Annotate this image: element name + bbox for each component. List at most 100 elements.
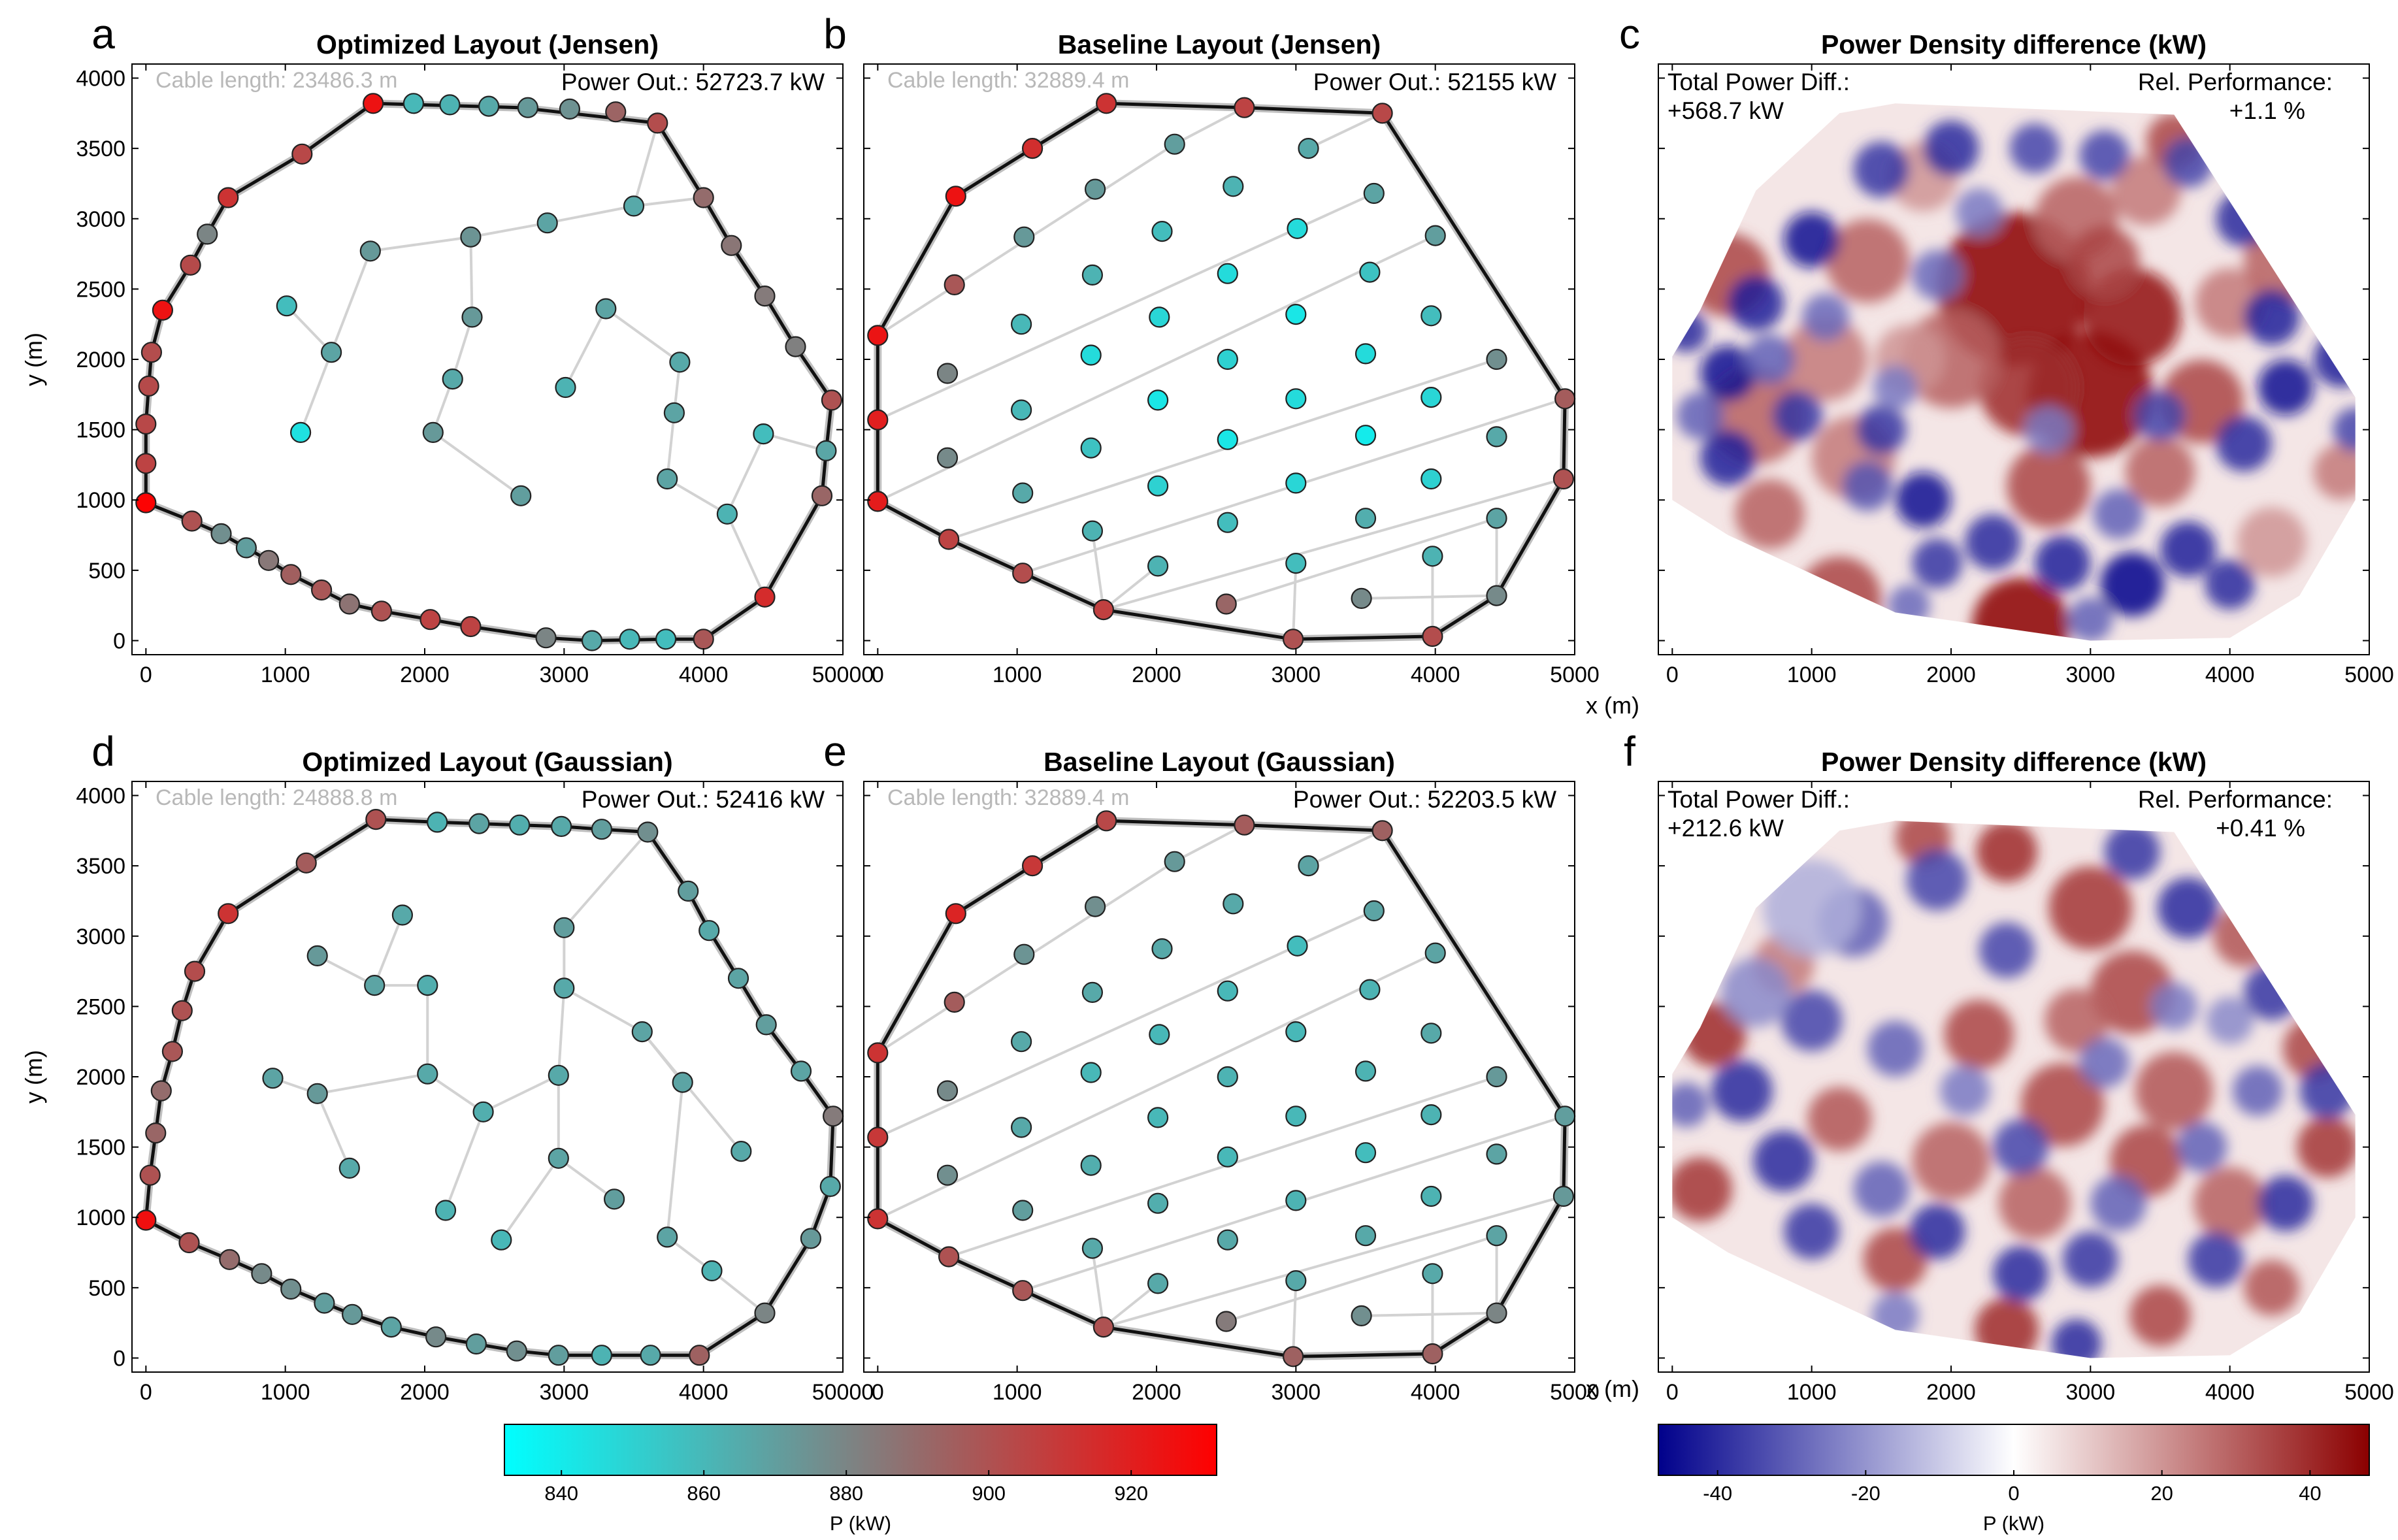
x-tick-label: 1000 (993, 1380, 1042, 1405)
turbine-marker (1285, 1190, 1307, 1211)
turbine-marker (1234, 97, 1255, 118)
heatmap-blob (1798, 556, 1882, 640)
turbine-marker (716, 503, 738, 525)
turbine-marker (135, 413, 157, 435)
heatmap-blob (2079, 130, 2130, 181)
turbine-marker (178, 1232, 200, 1254)
turbine-marker (262, 1068, 284, 1089)
turbine-marker (1421, 1023, 1442, 1044)
internal-cable (299, 352, 333, 433)
turbine-marker (1013, 943, 1035, 965)
turbine-marker (311, 579, 333, 601)
heatmap-blob (2035, 535, 2091, 591)
turbine-marker (235, 537, 257, 559)
turbine-marker (1217, 980, 1238, 1002)
turbine-marker (1424, 942, 1446, 964)
turbine-marker (1010, 399, 1032, 421)
turbine-marker (754, 1302, 776, 1324)
turbine-marker (364, 974, 386, 996)
turbine-marker (822, 1106, 844, 1127)
x-tick-label: 3000 (1272, 1380, 1321, 1405)
heatmap-blob (2125, 436, 2195, 507)
x-tick-label: 3000 (540, 663, 589, 687)
turbine-marker (460, 226, 482, 248)
total-power-diff-label: Total Power Diff.: (1667, 786, 1850, 813)
turbine-marker (314, 1292, 335, 1314)
turbine-marker (1010, 1031, 1032, 1053)
panel-letter: d (91, 728, 115, 775)
turbine-marker (1355, 508, 1377, 529)
x-tick-label: 50000 (812, 663, 874, 687)
boundary-cable (876, 101, 1567, 641)
turbine-marker (258, 549, 280, 571)
internal-cable (500, 1157, 560, 1241)
x-tick-label: 1000 (1787, 663, 1837, 687)
heatmap-blob (2104, 823, 2160, 880)
turbine-marker (1355, 1060, 1377, 1082)
heatmap-blob (2237, 507, 2307, 578)
turbine-marker (280, 564, 302, 585)
heatmap-blob (1871, 1292, 1919, 1340)
turbine-marker (1217, 1229, 1238, 1251)
heatmap-blob (2009, 123, 2060, 174)
x-tick-label: 5000 (2344, 1380, 2394, 1405)
internal-cable (563, 831, 649, 929)
heatmap-blob (1763, 859, 1861, 957)
heatmap-blob (2100, 552, 2165, 617)
turbine-marker (1223, 893, 1244, 915)
turbines (135, 808, 844, 1366)
turbine-marker (785, 336, 806, 357)
internal-cable (444, 1111, 485, 1211)
internal-cable (726, 433, 766, 515)
heatmap-blob (2090, 1175, 2146, 1232)
x-tick-label: 1000 (261, 663, 310, 687)
turbine-marker (491, 1229, 512, 1251)
internal-cable (373, 914, 404, 986)
turbine-marker (419, 609, 441, 631)
heatmap-blob (2176, 1122, 2227, 1172)
y-tick-label: 3000 (76, 925, 125, 949)
heatmap-blob (2093, 489, 2144, 540)
turbine-marker (637, 821, 659, 843)
turbine-marker (1147, 1273, 1169, 1294)
colorbar-tick-label: 860 (687, 1482, 721, 1505)
turbine-marker (701, 1260, 723, 1282)
turbine-marker (1013, 226, 1035, 248)
y-tick-label: 0 (113, 1346, 125, 1371)
internal-cable (482, 1074, 559, 1113)
boundary-cable (876, 819, 1567, 1358)
turbine-marker (1215, 1311, 1237, 1332)
turbine-marker (1164, 851, 1185, 872)
turbine-marker (867, 325, 889, 346)
panel-e: 0 1000 2000 3000 4000 5000 e Baseline Layout (G… (823, 728, 1639, 1405)
turbine-marker (867, 1042, 889, 1064)
internal-cable (316, 1093, 351, 1169)
total-power-diff-value: +568.7 kW (1667, 97, 1784, 124)
turbine-marker (218, 903, 239, 925)
heatmap-blob (2258, 1175, 2314, 1232)
x-tick-label: 2000 (400, 1380, 450, 1405)
turbine-marker (251, 1263, 272, 1285)
heatmap-blob (1993, 1245, 2049, 1302)
internal-cable (948, 358, 1498, 541)
x-tick-label: 4000 (679, 663, 729, 687)
heatmap-blob (2048, 866, 2133, 950)
panel-title: Power Density difference (kW) (1821, 29, 2207, 59)
turbine-marker (1081, 264, 1104, 286)
boundary-cable (144, 817, 835, 1357)
turbine-marker (468, 813, 490, 834)
turbine-marker (422, 421, 444, 444)
turbine-marker (1151, 221, 1173, 242)
turbine-marker (1282, 1346, 1304, 1368)
colorbar-tick-label: 900 (972, 1482, 1006, 1505)
heatmap-blob (1856, 404, 1907, 455)
panel-a: 0 1000 2000 3000 4000 50000 0 500 1000 1500 2000 25… (20, 10, 874, 687)
turbine-marker (1359, 979, 1381, 1000)
internal-cable (370, 235, 471, 253)
turbine-marker (1081, 1237, 1104, 1259)
turbine-marker (391, 904, 414, 926)
turbine-marker (461, 306, 483, 328)
total-power-diff-label: Total Power Diff.: (1667, 69, 1850, 95)
turbine-marker (218, 187, 239, 208)
colorbar-tick-label: 920 (1114, 1482, 1148, 1505)
